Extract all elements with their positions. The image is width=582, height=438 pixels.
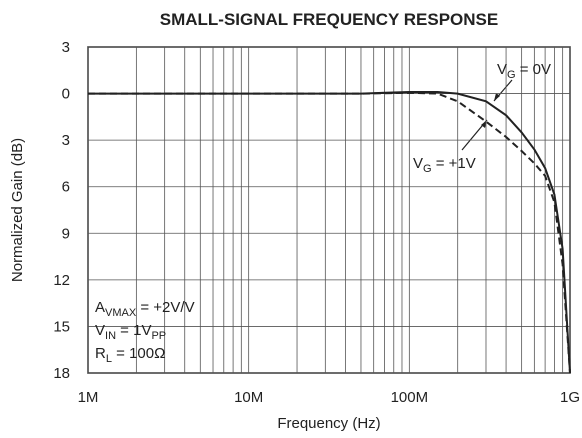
- chart-title: SMALL-SIGNAL FREQUENCY RESPONSE: [160, 10, 498, 29]
- annotation-text: R: [95, 345, 106, 362]
- y-tick-label: 6: [62, 179, 70, 196]
- annotation-text: = 100Ω: [112, 345, 165, 362]
- subscript: IN: [105, 330, 116, 342]
- annotation: VG = 0V: [497, 61, 551, 81]
- subscript: L: [106, 353, 112, 365]
- annotation-text: A: [95, 299, 105, 316]
- x-tick-label: 1G: [560, 389, 580, 406]
- y-tick-label: 3: [62, 132, 70, 149]
- annotation-text: V: [95, 322, 105, 339]
- annotation-text: = 0V: [516, 61, 551, 78]
- subscript: VMAX: [105, 307, 137, 319]
- subscript: G: [423, 163, 432, 175]
- annotation: VG = +1V: [413, 155, 476, 175]
- annotation-text: = +2V/V: [136, 299, 194, 316]
- series-line: [88, 91, 571, 374]
- arrowhead: [481, 120, 487, 128]
- annotation-text: = +1V: [432, 155, 476, 172]
- annotation-text: = 1V: [116, 322, 151, 339]
- annotation: RL = 100Ω: [95, 345, 165, 365]
- y-tick-label: 18: [53, 365, 70, 382]
- annotation: AVMAX = +2V/V: [95, 299, 195, 319]
- y-axis-label: Normalized Gain (dB): [9, 138, 26, 282]
- y-tick-label: 3: [62, 39, 70, 56]
- x-tick-label: 100M: [391, 389, 429, 406]
- arrowhead: [494, 93, 500, 101]
- subscript: PP: [151, 330, 166, 342]
- annotation: VIN = 1VPP: [95, 322, 166, 342]
- x-axis-label: Frequency (Hz): [277, 415, 380, 432]
- x-tick-label: 1M: [78, 389, 99, 406]
- y-tick-label: 0: [62, 86, 70, 103]
- y-tick-label: 15: [53, 318, 70, 335]
- annotation-text: V: [497, 61, 507, 78]
- y-tick-label: 12: [53, 272, 70, 289]
- y-tick-label: 9: [62, 225, 70, 242]
- subscript: G: [507, 69, 516, 81]
- x-tick-label: 10M: [234, 389, 263, 406]
- annotation-text: V: [413, 155, 423, 172]
